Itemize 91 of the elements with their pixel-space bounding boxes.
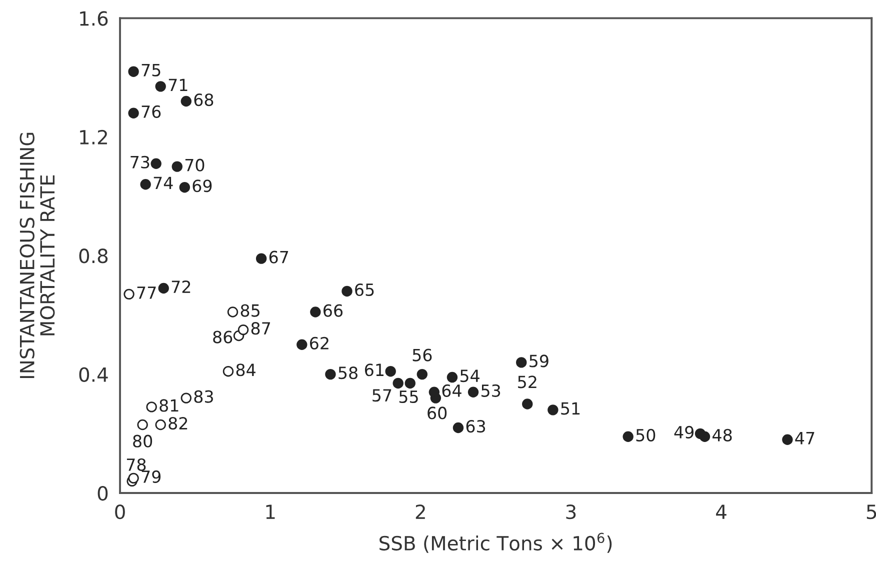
- annotation: 84: [236, 364, 256, 376]
- point: [158, 282, 169, 294]
- point: [468, 386, 479, 398]
- x-tick-label: 3: [566, 504, 576, 520]
- y-axis-title: INSTANTANEOUS FISHING MORTALITY RATE: [20, 132, 55, 378]
- point: [694, 428, 706, 440]
- annotation: 56: [412, 348, 432, 362]
- point: [522, 398, 533, 410]
- annotation: 62: [310, 336, 328, 350]
- annotation: 58: [338, 366, 358, 380]
- point: [256, 253, 267, 264]
- annotation: 53: [482, 384, 500, 397]
- point: [622, 431, 634, 442]
- annotation: 87: [251, 322, 270, 335]
- annotation: 81: [160, 399, 178, 412]
- annotation: 57: [372, 389, 392, 402]
- x-tick-label: 2: [416, 504, 425, 519]
- annotation: 64: [442, 384, 462, 397]
- annotation: 55: [399, 390, 418, 404]
- point: [128, 66, 139, 77]
- point: [155, 419, 166, 430]
- annotation: 48: [712, 428, 732, 442]
- point: [172, 161, 182, 172]
- point: [222, 366, 234, 377]
- point: [416, 368, 428, 380]
- point: [227, 306, 238, 318]
- annotation: 61: [364, 364, 384, 376]
- x-tick-label: 1: [266, 504, 275, 519]
- x-tick-label: 4: [716, 504, 726, 519]
- annotation: 77: [137, 286, 156, 299]
- point: [548, 404, 558, 416]
- annotation: 74: [154, 176, 173, 189]
- y-tick-label: 1.6: [80, 11, 108, 26]
- point: [385, 366, 396, 377]
- annotation: 47: [795, 432, 814, 444]
- point: [128, 472, 139, 484]
- point: [155, 81, 166, 92]
- annotation: 52: [518, 376, 536, 388]
- annotation: 51: [561, 402, 580, 415]
- annotation: 85: [240, 304, 260, 317]
- point: [428, 386, 440, 398]
- point: [180, 392, 192, 404]
- point: [516, 357, 527, 368]
- annotation: 66: [324, 304, 343, 317]
- annotation: 75: [142, 64, 160, 76]
- point: [124, 288, 134, 300]
- x-tick-label: 5: [866, 504, 876, 520]
- annotation: 65: [355, 283, 374, 296]
- annotation: 67: [269, 250, 288, 264]
- annotation: 76: [142, 105, 161, 118]
- annotation: 69: [192, 180, 212, 192]
- annotation: 86: [213, 330, 232, 344]
- annotation: 73: [130, 156, 150, 168]
- point: [325, 368, 336, 380]
- annotation: 49: [674, 426, 694, 439]
- annotation: 68: [194, 94, 214, 106]
- point: [392, 378, 404, 389]
- annotation: 70: [185, 158, 204, 172]
- point: [452, 422, 464, 434]
- x-axis-title: SSB (Metric Tons × 10$^{6}$): [380, 532, 612, 553]
- y-tick-label: 0.4: [79, 367, 108, 382]
- point: [179, 182, 190, 193]
- annotation: 63: [466, 420, 486, 433]
- annotation: 50: [636, 428, 656, 442]
- point: [782, 434, 793, 445]
- annotation: 82: [168, 416, 188, 430]
- annotation: 72: [172, 280, 190, 293]
- annotation: 60: [428, 406, 447, 420]
- point: [404, 378, 416, 389]
- annotation: 80: [133, 434, 152, 448]
- annotation: 79: [142, 470, 161, 484]
- point: [137, 419, 148, 430]
- annotation: 71: [168, 78, 188, 92]
- annotation: 59: [530, 354, 548, 368]
- point: [128, 108, 139, 118]
- point: [180, 96, 192, 107]
- annotation: 83: [194, 390, 213, 403]
- point: [238, 324, 249, 336]
- point: [296, 339, 308, 350]
- y-tick-label: 0: [98, 486, 108, 501]
- y-tick-label: 1.2: [80, 130, 107, 144]
- point: [150, 158, 162, 169]
- point: [310, 306, 321, 318]
- annotation: 78: [126, 458, 146, 471]
- y-tick-label: 0.8: [79, 248, 108, 264]
- point: [146, 402, 157, 412]
- x-tick-label: 0: [115, 504, 125, 520]
- annotation: 54: [460, 370, 480, 382]
- point: [140, 179, 151, 190]
- point: [342, 286, 352, 297]
- point: [446, 372, 458, 383]
